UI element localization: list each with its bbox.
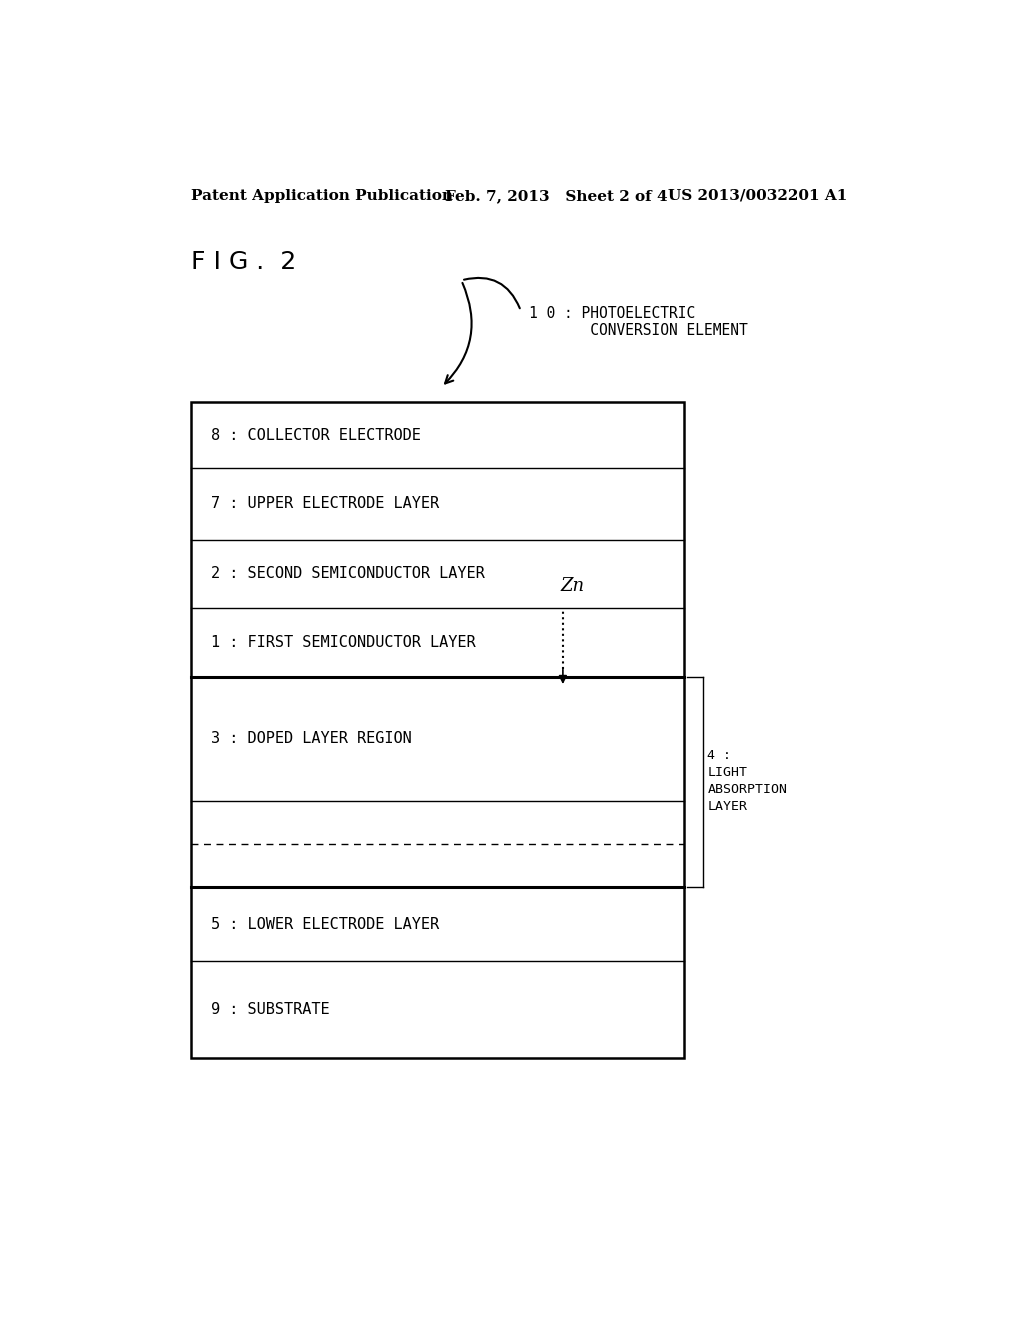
Bar (191, 403, 684, 1057)
Text: US 2013/0032201 A1: US 2013/0032201 A1 (668, 189, 847, 203)
Text: 1 : FIRST SEMICONDUCTOR LAYER: 1 : FIRST SEMICONDUCTOR LAYER (211, 635, 476, 649)
Text: 8 : COLLECTOR ELECTRODE: 8 : COLLECTOR ELECTRODE (211, 428, 421, 444)
Text: 5 : LOWER ELECTRODE LAYER: 5 : LOWER ELECTRODE LAYER (211, 917, 439, 932)
Text: Patent Application Publication: Patent Application Publication (191, 189, 454, 203)
Text: F I G .  2: F I G . 2 (191, 249, 297, 273)
Text: Feb. 7, 2013   Sheet 2 of 4: Feb. 7, 2013 Sheet 2 of 4 (445, 189, 668, 203)
Text: Zn: Zn (560, 577, 585, 595)
FancyArrowPatch shape (445, 282, 472, 383)
Text: 7 : UPPER ELECTRODE LAYER: 7 : UPPER ELECTRODE LAYER (211, 496, 439, 511)
Text: 4 :
LIGHT
ABSORPTION
LAYER: 4 : LIGHT ABSORPTION LAYER (708, 750, 787, 813)
Text: 2 : SECOND SEMICONDUCTOR LAYER: 2 : SECOND SEMICONDUCTOR LAYER (211, 566, 485, 581)
FancyArrowPatch shape (464, 279, 520, 309)
Text: 9 : SUBSTRATE: 9 : SUBSTRATE (211, 1002, 330, 1018)
Text: 1 0 : PHOTOELECTRIC
       CONVERSION ELEMENT: 1 0 : PHOTOELECTRIC CONVERSION ELEMENT (528, 306, 748, 338)
Text: 3 : DOPED LAYER REGION: 3 : DOPED LAYER REGION (211, 731, 412, 746)
